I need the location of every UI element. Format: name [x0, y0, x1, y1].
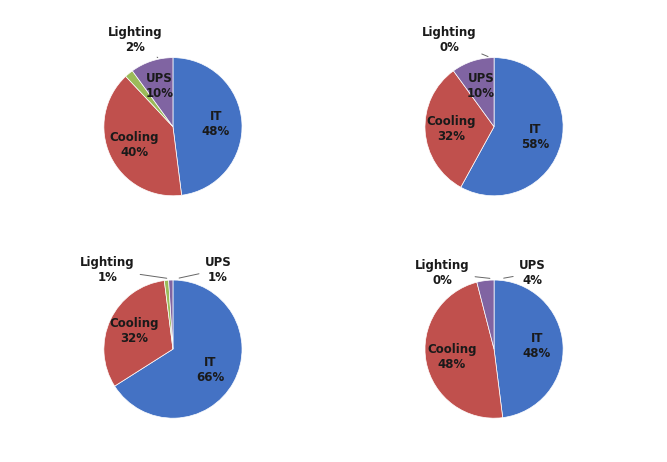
Text: IT
58%: IT 58% — [522, 123, 550, 152]
Text: Cooling
32%: Cooling 32% — [109, 317, 159, 345]
Wedge shape — [115, 280, 242, 418]
Wedge shape — [425, 71, 494, 187]
Wedge shape — [164, 280, 173, 349]
Text: Cooling
48%: Cooling 48% — [428, 343, 477, 371]
Text: Lighting
0%: Lighting 0% — [422, 26, 488, 56]
Text: IT
66%: IT 66% — [196, 356, 225, 384]
Text: Lighting
1%: Lighting 1% — [80, 255, 167, 284]
Wedge shape — [494, 280, 563, 418]
Text: UPS
1%: UPS 1% — [179, 255, 231, 284]
Text: IT
48%: IT 48% — [523, 333, 551, 360]
Text: Lighting
2%: Lighting 2% — [107, 26, 162, 58]
Wedge shape — [104, 76, 181, 196]
Text: Cooling
40%: Cooling 40% — [109, 131, 159, 159]
Wedge shape — [461, 58, 563, 196]
Wedge shape — [454, 58, 494, 127]
Wedge shape — [169, 280, 173, 349]
Text: UPS
10%: UPS 10% — [467, 72, 495, 100]
Wedge shape — [425, 282, 503, 418]
Text: IT
48%: IT 48% — [201, 110, 230, 138]
Text: Lighting
0%: Lighting 0% — [415, 259, 490, 287]
Text: UPS
4%: UPS 4% — [504, 259, 546, 287]
Wedge shape — [104, 280, 173, 386]
Wedge shape — [173, 58, 242, 195]
Text: Cooling
32%: Cooling 32% — [427, 116, 476, 143]
Wedge shape — [132, 58, 173, 127]
Text: UPS
10%: UPS 10% — [145, 72, 173, 100]
Wedge shape — [125, 71, 173, 127]
Wedge shape — [477, 280, 494, 349]
